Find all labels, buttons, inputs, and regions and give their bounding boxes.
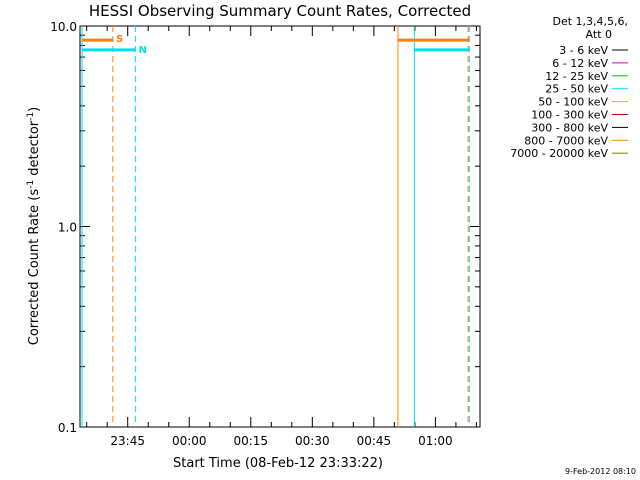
x-tick-label: 00:30 [295, 434, 330, 448]
legend-label: 50 - 100 keV [538, 96, 608, 109]
legend-label: 25 - 50 keV [545, 83, 608, 96]
y-axis: 0.1 1.0 10.0 [50, 20, 480, 435]
y-tick-label: 0.1 [58, 421, 77, 435]
legend-label: 6 - 12 keV [552, 57, 608, 70]
chart-title: HESSI Observing Summary Count Rates, Cor… [89, 2, 471, 20]
event-markers: SN [116, 34, 147, 56]
x-axis: 23:45 00:00 00:15 00:30 00:45 01:00 [86, 26, 477, 448]
footer-timestamp: 9-Feb-2012 08:10 [565, 467, 636, 476]
event-bars [82, 38, 470, 52]
legend-header-att: Att 0 [586, 28, 612, 41]
legend-label: 300 - 800 keV [531, 121, 608, 134]
x-tick-label: 01:00 [418, 434, 453, 448]
x-tick-label: 23:45 [110, 434, 145, 448]
legend-label: 7000 - 20000 keV [510, 147, 608, 160]
x-tick-label: 00:00 [172, 434, 207, 448]
saa-marker: S [116, 34, 123, 45]
legend-label: 12 - 25 keV [545, 70, 608, 83]
plot-frame [79, 25, 481, 428]
event-lines [81, 26, 470, 427]
y-axis-label: Corrected Count Rate (s-1 detector-1) [26, 107, 42, 345]
legend-label: 800 - 7000 keV [524, 134, 608, 147]
y-tick-label: 1.0 [58, 221, 77, 235]
x-axis-label: Start Time (08-Feb-12 23:33:22) [173, 456, 383, 471]
x-tick-label: 00:45 [357, 434, 392, 448]
legend-label: 100 - 300 keV [531, 109, 608, 122]
x-tick-label: 00:15 [233, 434, 268, 448]
night-marker: N [139, 45, 147, 56]
legend-label: 3 - 6 keV [559, 44, 608, 57]
y-tick-label: 10.0 [50, 20, 77, 34]
legend-header-det: Det 1,3,4,5,6, [552, 15, 628, 28]
